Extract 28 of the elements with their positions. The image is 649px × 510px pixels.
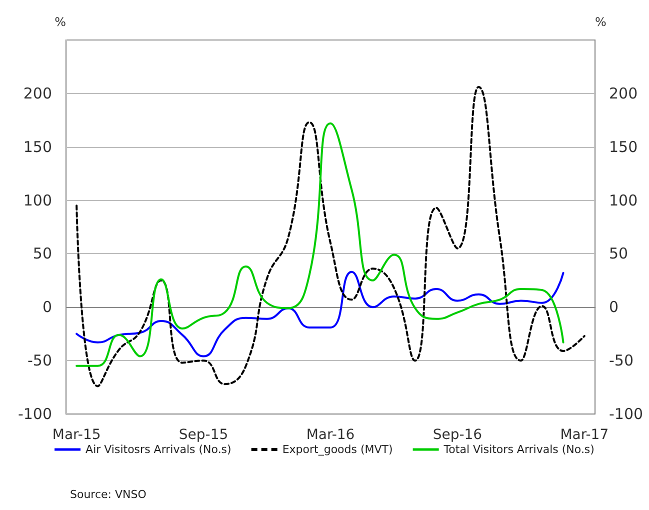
y-tick-label: 50 xyxy=(32,244,52,263)
y-tick-label: -50 xyxy=(28,352,52,370)
y2-tick-label: 100 xyxy=(609,191,638,210)
y2-tick-label: 50 xyxy=(609,244,628,263)
legend-label: Export_goods (MVT) xyxy=(282,443,393,456)
y-tick-label: -100 xyxy=(18,405,52,423)
x-tick-label: Sep-16 xyxy=(432,427,482,443)
line-series xyxy=(76,270,564,358)
y-tick-label: 0 xyxy=(42,298,52,316)
x-tick-label: Sep-15 xyxy=(178,427,228,443)
y-tick-label: 150 xyxy=(23,138,52,156)
y2-tick-label: 150 xyxy=(609,138,638,156)
x-tick-label: Mar-17 xyxy=(560,427,609,443)
y2-axis-title: % xyxy=(595,15,606,29)
y-tick-label: 100 xyxy=(23,191,52,210)
x-tick-label: Mar-15 xyxy=(52,427,101,443)
source-note: Source: VNSO xyxy=(70,488,147,501)
y2-tick-label: -50 xyxy=(609,352,634,370)
y-tick-label: 200 xyxy=(23,84,52,102)
legend-label: Air Visitosrs Arrivals (No.s) xyxy=(86,443,232,456)
x-tick-label: Mar-16 xyxy=(306,427,355,443)
y-axis-title: % xyxy=(54,15,66,29)
line-series xyxy=(76,86,586,388)
y2-tick-label: 200 xyxy=(609,84,638,102)
legend-label: Total Visitors Arrivals (No.s) xyxy=(442,443,594,456)
y2-tick-label: -100 xyxy=(609,405,644,423)
line-series xyxy=(76,122,564,367)
y2-tick-label: 0 xyxy=(609,298,619,316)
